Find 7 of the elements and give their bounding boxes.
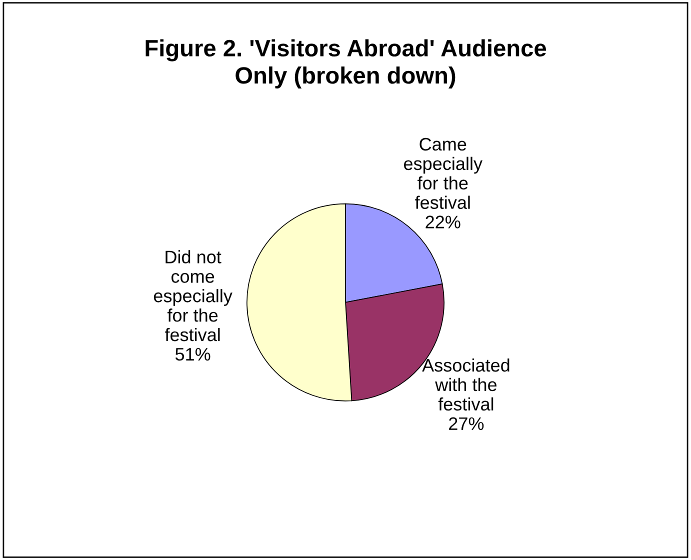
data-label: 22% — [426, 216, 460, 228]
data-label: 27% — [449, 417, 484, 430]
data-label: 51% — [175, 348, 210, 361]
slice-label: Associated with the festival — [422, 358, 510, 411]
slice-label: Did not come especially for the festival — [154, 250, 232, 342]
slice-label: Came especially for the festival — [404, 138, 482, 209]
chart-title: Figure 2. 'Visitors Abroad' Audience Only (broken down) — [146, 39, 546, 88]
